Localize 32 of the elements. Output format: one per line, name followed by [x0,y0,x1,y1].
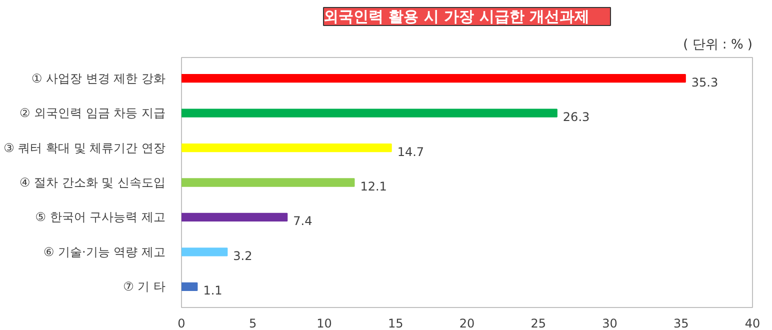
x-tick-label: 10 [316,316,332,330]
y-tick-label: ① 사업장 변경 제한 강화 [31,71,166,86]
data-label: 35.3 [691,75,718,90]
x-tick-label: 25 [530,316,546,330]
bar [182,282,198,291]
y-tick-label: ⑥ 기술·기능 역량 제고 [43,244,166,259]
data-label: 14.7 [397,144,424,159]
bar [182,143,392,152]
data-label: 26.3 [562,110,590,124]
x-tick-label: 30 [602,316,618,330]
data-label: 3.2 [233,248,252,263]
x-tick-label: 40 [744,316,760,330]
bar [182,74,686,83]
x-tick-label: 0 [178,316,186,330]
text: ( 단위 : % ) [683,38,752,52]
y-tick-label: ③ 쿼터 확대 및 체류기간 연장 [4,140,166,155]
x-tick-label: 35 [673,316,689,330]
bar [182,108,558,118]
chart-title: 외국인력 활용 시 가장 시급한 개선과제 [324,8,590,26]
y-tick-label: ⑤ 한국어 구사능력 제고 [35,210,166,224]
y-tick-label: ② 외국인력 임금 차등 지급 [19,106,166,120]
y-tick-label: ④ 절차 간소화 및 신속도입 [19,176,166,190]
data-label: 7.4 [293,214,312,228]
data-label: 12.1 [360,180,387,194]
bar [182,178,355,187]
y-tick-label: ⑦ 기 타 [123,280,166,294]
bar [182,212,288,222]
x-tick-label: 5 [249,316,257,330]
x-tick-label: 15 [388,316,404,330]
data-label: 1.1 [203,284,222,298]
bar [182,248,228,256]
x-tick-label: 20 [459,316,475,330]
